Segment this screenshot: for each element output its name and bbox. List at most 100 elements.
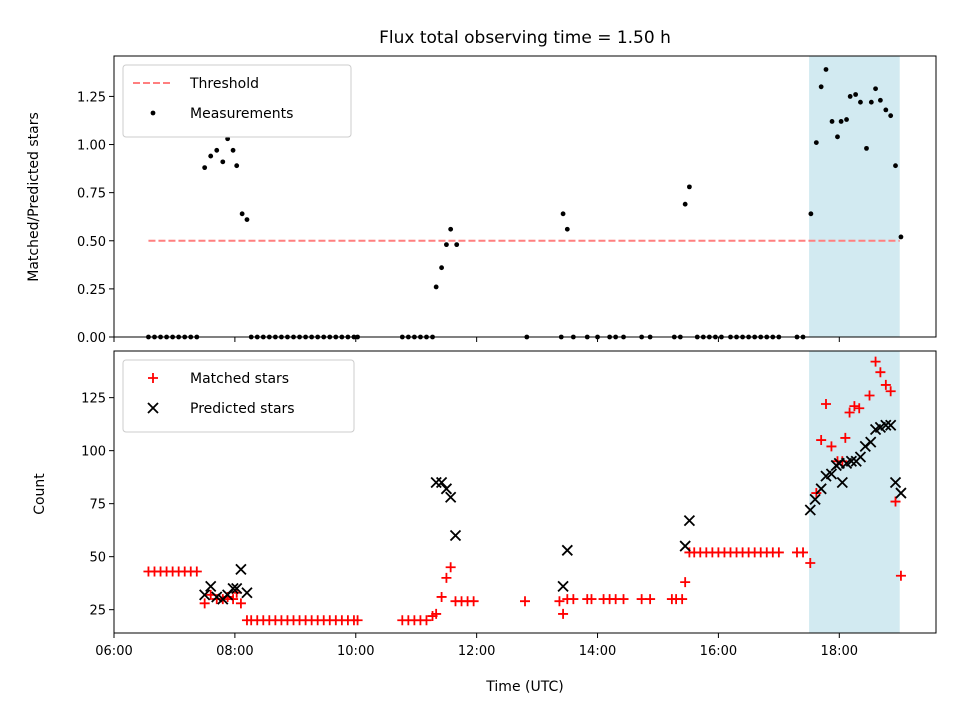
matched-star-point	[895, 570, 906, 581]
matched-star-point	[875, 367, 886, 378]
predicted-star-point	[809, 493, 821, 506]
matched-star-point	[854, 403, 865, 414]
legend-label: Measurements	[190, 106, 293, 122]
measurement-point	[214, 147, 220, 153]
measurement-point	[823, 67, 829, 72]
legend-measurement-swatch	[150, 110, 156, 116]
matched-star-point	[773, 547, 784, 558]
measurement-point	[687, 184, 692, 190]
matched-star-point	[849, 401, 860, 412]
measurement-point	[220, 159, 226, 165]
predicted-star-point	[895, 487, 907, 499]
measurement-point	[847, 94, 853, 99]
matched-star-point	[885, 386, 896, 397]
measurement-point	[454, 242, 460, 248]
matched-star-point	[445, 562, 456, 573]
matched-star-point	[844, 407, 855, 418]
x-tick-label: 06:00	[95, 644, 132, 659]
predicted-stars-series	[199, 419, 907, 605]
bottom-y-axis-label: Count	[32, 473, 48, 515]
measurement-point	[877, 97, 883, 103]
x-tick-label: 12:00	[458, 644, 495, 659]
predicted-star-point	[815, 483, 827, 495]
chart-title: Flux total observing time = 1.50 h	[379, 28, 671, 48]
measurement-point	[873, 86, 878, 92]
measurement-point	[835, 134, 840, 140]
matched-star-point	[798, 547, 809, 558]
bottom-y-tick-label: 75	[89, 498, 106, 513]
matched-star-point	[431, 608, 442, 619]
measurement-point	[883, 107, 889, 113]
matched-star-point	[468, 596, 479, 607]
predicted-star-point	[435, 476, 448, 489]
x-tick-label: 14:00	[579, 644, 616, 659]
measurement-point	[560, 211, 566, 217]
measurement-point	[829, 119, 835, 124]
top-highlight-span	[809, 56, 900, 337]
matched-star-point	[235, 598, 246, 609]
matched-star-point	[586, 594, 597, 605]
predicted-star-point	[845, 455, 858, 467]
bottom-y-tick-label: 125	[81, 392, 106, 407]
bottom-y-tick-label: 100	[81, 445, 106, 460]
legend-box	[122, 359, 355, 433]
bottom-legend: Matched stars Predicted stars	[122, 359, 355, 433]
predicted-star-point	[231, 582, 243, 595]
predicted-star-point	[430, 476, 442, 489]
matched-star-point	[191, 566, 202, 577]
top-y-tick-label: 1.25	[77, 90, 106, 105]
x-tick-label: 10:00	[337, 644, 374, 659]
measurement-point	[208, 153, 214, 159]
matched-star-point	[880, 379, 891, 390]
measurement-point	[225, 136, 231, 142]
predicted-star-point	[445, 491, 457, 503]
matched-star-point	[558, 608, 569, 619]
measurement-point	[868, 99, 874, 105]
measurement-point	[813, 140, 819, 146]
predicted-star-point	[241, 587, 253, 599]
x-axis-label: Time (UTC)	[485, 679, 563, 695]
matched-star-point	[568, 594, 579, 605]
bottom-highlight-span	[809, 351, 900, 633]
matched-star-point	[520, 596, 530, 607]
matched-star-point	[199, 598, 210, 609]
predicted-star-point	[199, 589, 211, 601]
matched-star-point	[352, 615, 363, 626]
legend-label: Threshold	[189, 76, 259, 92]
legend-label: Predicted stars	[190, 401, 295, 417]
legend-box	[122, 64, 352, 138]
measurement-point	[818, 84, 824, 90]
measurement-point	[439, 265, 444, 271]
bottom-y-tick-label: 50	[89, 551, 106, 566]
matched-star-point	[441, 572, 452, 583]
top-y-tick-label: 0.00	[77, 331, 106, 346]
predicted-star-point	[885, 419, 897, 431]
measurement-point	[239, 211, 245, 217]
measurement-point	[808, 211, 814, 217]
matched-star-point	[826, 441, 837, 452]
measurement-point	[564, 226, 570, 232]
predicted-star-point	[440, 483, 453, 495]
predicted-star-point	[227, 582, 239, 595]
predicted-star-point	[211, 591, 223, 603]
matched-star-point	[636, 594, 647, 605]
measurement-point	[888, 113, 894, 119]
measurement-point	[234, 163, 240, 169]
x-tick-label: 08:00	[216, 644, 253, 659]
top-y-axis-label: Matched/Predicted stars	[26, 112, 42, 282]
predicted-star-point	[825, 468, 838, 480]
measurement-point	[444, 242, 449, 248]
measurement-point	[230, 147, 236, 153]
measurement-point	[202, 165, 208, 171]
predicted-star-point	[557, 580, 569, 592]
bottom-y-tick-label: 25	[89, 604, 106, 619]
measurement-point	[858, 99, 863, 105]
measurement-point	[893, 163, 898, 169]
measurement-point	[898, 234, 904, 240]
measurement-point	[244, 217, 250, 222]
predicted-star-point	[854, 451, 867, 463]
predicted-star-point	[679, 540, 691, 552]
top-y-tick-label: 0.50	[77, 235, 106, 250]
matched-star-point	[554, 596, 565, 607]
